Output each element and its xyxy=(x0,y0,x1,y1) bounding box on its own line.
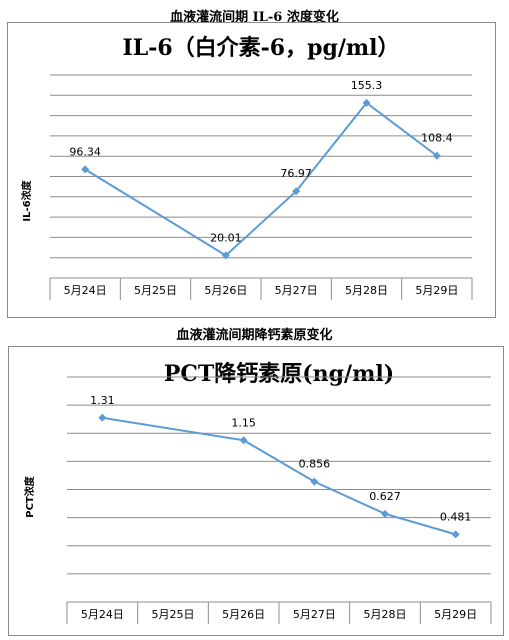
chart-title: PCT降钙素原(ng/ml) xyxy=(164,361,394,387)
data-label: 1.15 xyxy=(231,416,256,429)
data-label: 1.31 xyxy=(90,394,115,407)
x-tick-label: 5月28日 xyxy=(345,284,388,297)
il6-chart-panel: IL-6（白介素-6，pg/ml） IL-6浓度 5月24日 5月25日 5月26日 5月… xyxy=(7,22,496,318)
data-label: 0.627 xyxy=(369,490,401,503)
x-tick-label: 5月27日 xyxy=(293,608,336,621)
data-point xyxy=(239,436,248,445)
x-tick-label: 5月24日 xyxy=(81,608,124,621)
pct-line-chart: PCT降钙素原(ng/ml) PCT浓度 5月24日 5月25日 5月26日 5月27日 5… xyxy=(23,361,492,624)
data-point xyxy=(432,151,441,160)
chart1-section-title: 血液灌流间期 IL-6 浓度变化 xyxy=(170,10,339,25)
data-point xyxy=(381,509,389,518)
x-tick-label: 5月29日 xyxy=(434,608,477,621)
data-label: 96.34 xyxy=(69,145,101,158)
x-tick-label: 5月27日 xyxy=(275,284,318,297)
x-tick-label: 5月26日 xyxy=(222,608,265,621)
data-point xyxy=(98,413,107,422)
data-point xyxy=(221,251,230,260)
data-point xyxy=(292,187,301,196)
x-tick-label: 5月26日 xyxy=(204,284,247,297)
y-axis-label: IL-6浓度 xyxy=(20,179,33,221)
data-point xyxy=(81,165,90,174)
data-label: 155.3 xyxy=(351,79,383,92)
data-label: 20.01 xyxy=(210,231,242,244)
data-point xyxy=(310,477,319,486)
data-point xyxy=(451,530,460,539)
data-label: 108.4 xyxy=(421,132,453,145)
data-label: 76.97 xyxy=(280,167,312,180)
y-axis-label: PCT浓度 xyxy=(23,475,36,517)
data-point xyxy=(362,98,371,107)
x-tick-label: 5月29日 xyxy=(415,284,458,297)
x-tick-label: 5月25日 xyxy=(152,608,195,621)
x-tick-label: 5月24日 xyxy=(64,284,107,297)
il6-line-chart: IL-6（白介素-6，pg/ml） IL-6浓度 5月24日 5月25日 5月26日 5月… xyxy=(20,35,473,300)
x-tick-label: 5月25日 xyxy=(134,284,177,297)
series-line xyxy=(84,101,438,257)
x-tick-label: 5月28日 xyxy=(364,608,407,621)
chart-title: IL-6（白介素-6，pg/ml） xyxy=(122,35,399,61)
pct-chart-panel: PCT降钙素原(ng/ml) PCT浓度 5月24日 5月25日 5月26日 5月27日 5… xyxy=(8,346,504,636)
chart2-section-title: 血液灌流间期降钙素原变化 xyxy=(176,328,333,343)
data-label: 0.856 xyxy=(299,458,331,471)
data-label: 0.481 xyxy=(440,510,472,523)
series-line xyxy=(102,416,456,536)
